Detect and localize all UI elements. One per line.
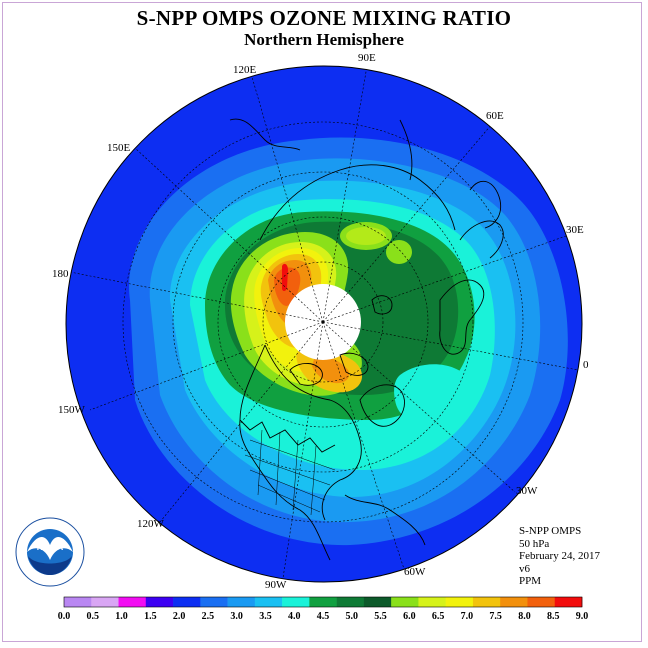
colorbar-tick-label: 4.0 — [288, 611, 301, 622]
colorbar-tick-label: 2.5 — [202, 611, 215, 622]
map-title: S-NPP OMPS OZONE MIXING RATIO — [136, 6, 512, 30]
lon-label-60e: 60E — [486, 110, 504, 122]
colorbar-swatch — [200, 597, 228, 607]
us-boundaries — [244, 429, 336, 516]
colorbar-tick-label: 3.0 — [230, 611, 243, 622]
colorbar-tick-label: 8.5 — [547, 611, 560, 622]
colorbar-swatch — [64, 597, 92, 607]
colorbar-swatch — [445, 597, 474, 607]
lon-label-120e: 120E — [233, 64, 257, 76]
colorbar-swatch — [472, 597, 501, 607]
colorbar-tick-label: 8.0 — [518, 611, 531, 622]
colorbar-swatch — [336, 597, 365, 607]
map-subtitle: Northern Hemisphere — [244, 30, 404, 49]
colorbar-tick-label: 3.5 — [259, 611, 272, 622]
colorbar-tick-label: 6.5 — [432, 611, 445, 622]
colorbar-swatch — [227, 597, 256, 607]
colorbar-swatch — [91, 597, 119, 607]
info-date: February 24, 2017 — [519, 550, 600, 562]
colorbar-swatch — [282, 597, 310, 607]
lon-label-30e: 30E — [566, 224, 584, 236]
colorbar-swatch — [309, 597, 337, 607]
globe-outline — [65, 65, 583, 583]
colorbar-tick-label: 9.0 — [576, 611, 589, 622]
colorbar-tick-label: 5.5 — [374, 611, 387, 622]
lon-label-150w: 150W — [58, 404, 86, 416]
colorbar-tick-label: 6.0 — [403, 611, 416, 622]
colorbar-swatch — [173, 597, 201, 607]
noaa-logo: NOAA — [15, 517, 85, 587]
colorbar-swatch — [391, 597, 419, 607]
colorbar-swatch — [363, 597, 392, 607]
lon-label-90e: 90E — [358, 52, 376, 64]
colorbar-swatch — [118, 597, 147, 607]
noaa-logo-text: NOAA — [37, 542, 64, 552]
colorbar-swatch — [554, 597, 583, 607]
lon-label-90w: 90W — [265, 579, 287, 591]
info-units: PPM — [519, 575, 542, 587]
colorbar-tick-label: 1.0 — [115, 611, 128, 622]
colorbar-tick-label: 7.0 — [461, 611, 474, 622]
coastlines — [229, 118, 504, 561]
lon-label-150e: 150E — [107, 142, 131, 154]
lon-label-120w: 120W — [137, 518, 165, 530]
colorbar-tick-label: 4.5 — [317, 611, 330, 622]
colorbar-tick-label: 7.5 — [489, 611, 502, 622]
lon-label-60w: 60W — [404, 566, 426, 578]
colorbar-tick-label: 5.0 — [346, 611, 359, 622]
colorbar-tick-label: 0.5 — [87, 611, 100, 622]
colorbar-swatch — [254, 597, 283, 607]
ozone-field — [66, 66, 582, 582]
colorbar-swatch — [418, 597, 446, 607]
info-instrument: S-NPP OMPS — [519, 525, 582, 537]
longitude-labels: 120E 90E 60E 150E 30E 180 0 150W 30W 120… — [52, 52, 589, 591]
figure-frame — [2, 2, 642, 642]
colorbar-tick-label: 0.0 — [58, 611, 71, 622]
colorbar: 0.0 0.5 1.0 1.5 2.0 2.5 3.0 3.5 4.0 4.5 5.0 5.5 6.0 6… — [58, 596, 589, 622]
info-version: v6 — [519, 562, 530, 575]
lon-label-180: 180 — [52, 268, 69, 280]
lon-label-30w: 30W — [516, 485, 538, 497]
colorbar-swatch — [527, 597, 556, 607]
colorbar-tick-label: 2.0 — [173, 611, 186, 622]
info-level: 50 hPa — [519, 537, 550, 550]
colorbar-border — [63, 596, 583, 608]
lon-label-0: 0 — [583, 359, 589, 371]
colorbar-tick-label: 1.5 — [144, 611, 157, 622]
info-block: S-NPP OMPS 50 hPa February 24, 2017 v6 P… — [519, 525, 600, 588]
colorbar-swatch — [500, 597, 528, 607]
colorbar-swatch — [145, 597, 174, 607]
